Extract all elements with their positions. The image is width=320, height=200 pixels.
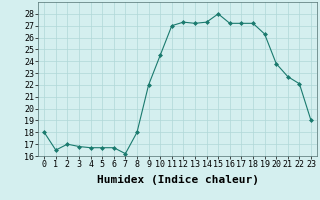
X-axis label: Humidex (Indice chaleur): Humidex (Indice chaleur) — [97, 175, 259, 185]
